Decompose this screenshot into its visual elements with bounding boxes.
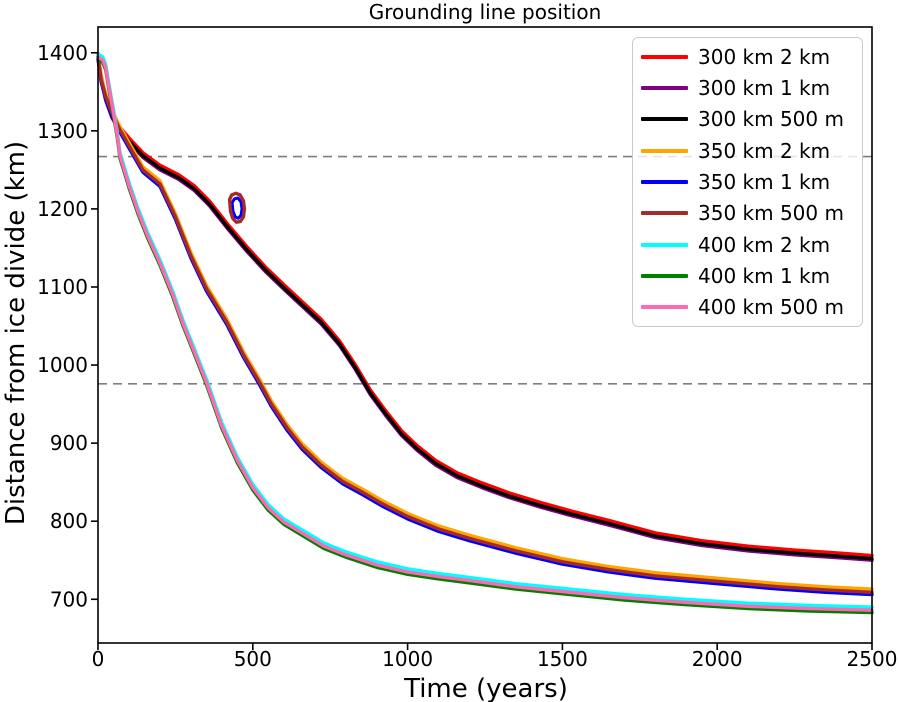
legend-entry: 350 km 1 km <box>641 166 854 197</box>
x-axis-label: Time (years) <box>403 674 568 702</box>
y-tick-label: 1200 <box>37 197 88 221</box>
legend-line-swatch <box>641 85 688 90</box>
plot-content <box>96 51 874 615</box>
legend-entry: 300 km 500 m <box>641 104 854 135</box>
y-tick-label: 1100 <box>37 275 88 299</box>
legend-line-swatch <box>641 211 688 216</box>
series-line-400-km-500-m <box>96 55 874 612</box>
chart-title: Grounding line position <box>369 0 602 24</box>
legend-label: 350 km 1 km <box>698 169 831 194</box>
y-tick-label: 1400 <box>37 41 88 65</box>
legend-line-swatch <box>641 54 688 59</box>
legend-entry: 400 km 500 m <box>641 292 854 323</box>
legend: 300 km 2 km 300 km 1 km 300 km 500 m 350 km… <box>632 37 863 327</box>
tick-layer: 0 500 1000 1500 2000 2500 700 800 900 1000 1100 120… <box>37 41 897 671</box>
x-tick-label: 1500 <box>537 647 588 671</box>
legend-label: 400 km 500 m <box>698 295 844 320</box>
legend-line-swatch <box>641 148 688 153</box>
readvance-loop-350km-500m <box>227 191 247 224</box>
legend-label: 300 km 2 km <box>698 44 831 69</box>
legend-label: 400 km 1 km <box>698 263 831 288</box>
legend-line-swatch <box>641 305 688 310</box>
legend-label: 400 km 2 km <box>698 232 831 257</box>
legend-line-swatch <box>641 273 688 278</box>
legend-entry: 300 km 2 km <box>641 41 854 72</box>
y-tick-label: 700 <box>50 587 88 611</box>
legend-label: 300 km 500 m <box>698 107 844 132</box>
legend-entry: 350 km 2 km <box>641 135 854 166</box>
y-tick-label: 900 <box>50 431 88 455</box>
x-tick-label: 1000 <box>382 647 433 671</box>
y-tick-label: 1300 <box>37 119 88 143</box>
series-line-350-km-500-m <box>96 55 874 594</box>
y-tick-label: 1000 <box>37 353 88 377</box>
legend-line-swatch <box>641 117 688 122</box>
legend-entry: 400 km 1 km <box>641 260 854 291</box>
legend-line-swatch <box>641 242 688 247</box>
series-line-300-km-500-m <box>96 55 874 561</box>
x-tick-label: 2000 <box>692 647 743 671</box>
legend-label: 300 km 1 km <box>698 75 831 100</box>
legend-line-swatch <box>641 179 688 184</box>
legend-label: 350 km 500 m <box>698 201 844 226</box>
x-tick-label: 2500 <box>847 647 898 671</box>
readvance-loop-350km-1km <box>230 196 244 220</box>
legend-label: 350 km 2 km <box>698 138 831 163</box>
series-line-300-km-2-km <box>96 51 874 558</box>
y-tick-label: 800 <box>50 509 88 533</box>
axes-frame <box>97 26 873 644</box>
x-tick-label: 500 <box>234 647 272 671</box>
legend-entry: 300 km 1 km <box>641 72 854 103</box>
x-tick-label: 0 <box>92 647 105 671</box>
legend-entry: 350 km 500 m <box>641 198 854 229</box>
y-axis-label: Distance from ice divide (km) <box>1 141 31 525</box>
legend-entry: 400 km 2 km <box>641 229 854 260</box>
